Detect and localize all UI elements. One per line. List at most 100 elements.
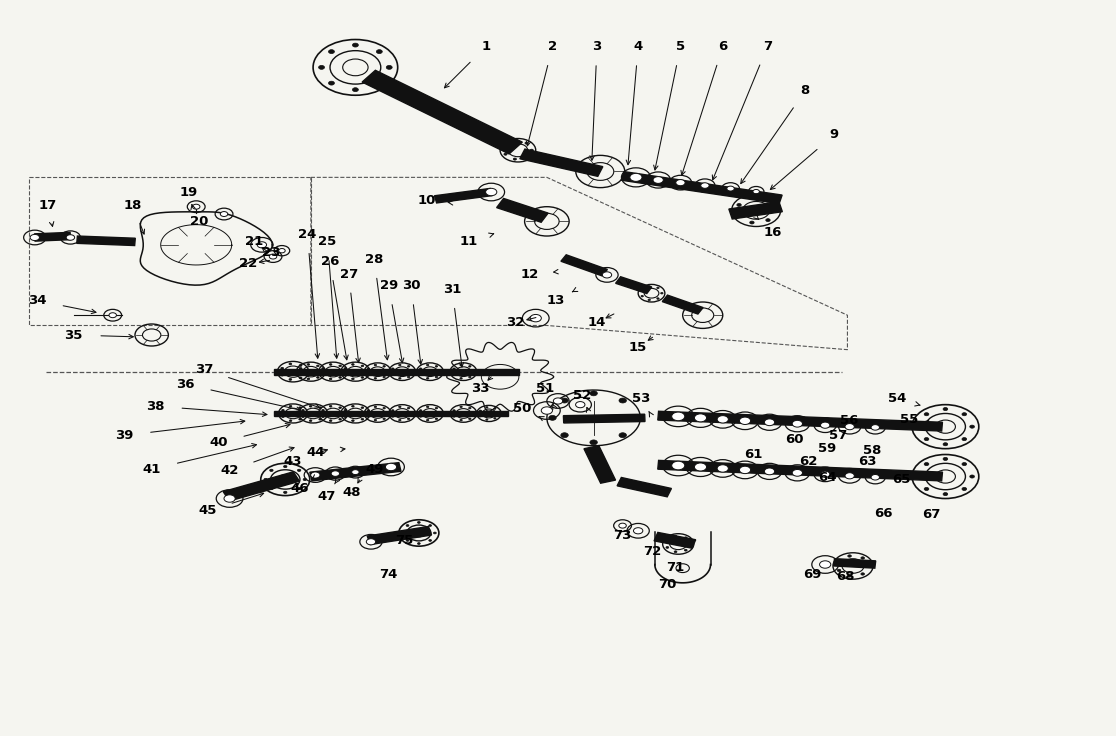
Circle shape [321, 367, 325, 369]
Polygon shape [362, 71, 522, 154]
Circle shape [344, 367, 347, 369]
Circle shape [417, 522, 421, 523]
Circle shape [392, 416, 394, 417]
Text: 64: 64 [818, 472, 837, 484]
Text: 23: 23 [261, 246, 280, 258]
Text: 11: 11 [460, 236, 478, 248]
Circle shape [634, 528, 643, 534]
Circle shape [385, 463, 396, 471]
Circle shape [469, 366, 471, 367]
Circle shape [962, 462, 966, 466]
Text: 9: 9 [829, 128, 838, 141]
Circle shape [460, 364, 462, 366]
Circle shape [525, 142, 528, 144]
Text: 53: 53 [633, 392, 651, 406]
Text: 43: 43 [283, 456, 302, 468]
Circle shape [727, 186, 734, 191]
Circle shape [344, 416, 347, 417]
Circle shape [648, 299, 651, 300]
Circle shape [837, 560, 840, 563]
Circle shape [420, 368, 422, 369]
Circle shape [435, 418, 437, 420]
Circle shape [352, 420, 354, 422]
Circle shape [367, 368, 369, 369]
Text: 45: 45 [199, 504, 217, 517]
Circle shape [387, 413, 389, 414]
Text: 54: 54 [888, 392, 906, 406]
Circle shape [374, 420, 376, 421]
Circle shape [109, 313, 116, 318]
Text: 66: 66 [874, 506, 893, 520]
Circle shape [737, 203, 741, 206]
Text: 57: 57 [829, 429, 848, 442]
Text: 19: 19 [180, 185, 198, 199]
Text: 71: 71 [666, 561, 684, 574]
Circle shape [549, 415, 556, 420]
Circle shape [426, 420, 429, 421]
Circle shape [352, 470, 359, 475]
Circle shape [297, 469, 301, 472]
Circle shape [773, 209, 778, 212]
Circle shape [317, 377, 319, 378]
Polygon shape [77, 236, 135, 246]
Text: 74: 74 [379, 568, 398, 581]
Circle shape [648, 286, 651, 287]
Circle shape [867, 565, 870, 567]
Circle shape [299, 407, 301, 408]
Circle shape [30, 234, 39, 241]
Circle shape [740, 466, 751, 473]
Circle shape [916, 425, 921, 428]
Circle shape [541, 407, 552, 414]
Circle shape [480, 415, 481, 417]
Circle shape [383, 376, 385, 378]
Circle shape [820, 422, 830, 428]
Text: 18: 18 [124, 199, 142, 212]
Text: 31: 31 [443, 283, 461, 296]
Circle shape [220, 211, 228, 216]
Circle shape [323, 413, 326, 414]
Circle shape [792, 470, 802, 476]
Circle shape [329, 420, 331, 422]
Circle shape [387, 371, 389, 372]
Circle shape [376, 81, 383, 85]
Text: 67: 67 [922, 508, 940, 521]
Circle shape [480, 410, 481, 411]
Text: 40: 40 [209, 436, 228, 449]
Circle shape [513, 141, 517, 143]
Text: 26: 26 [320, 255, 339, 268]
Circle shape [718, 416, 729, 423]
Circle shape [837, 569, 840, 572]
Text: 50: 50 [513, 402, 531, 415]
Circle shape [916, 475, 921, 478]
Circle shape [439, 371, 442, 372]
Circle shape [289, 406, 292, 407]
Circle shape [435, 407, 437, 409]
Text: 49: 49 [365, 463, 384, 475]
Circle shape [485, 419, 488, 420]
Circle shape [307, 378, 309, 380]
Circle shape [666, 547, 668, 548]
Circle shape [750, 221, 754, 224]
Circle shape [453, 374, 455, 375]
Circle shape [406, 525, 408, 526]
Circle shape [530, 149, 533, 152]
Circle shape [283, 465, 287, 467]
Text: 10: 10 [417, 194, 436, 208]
Circle shape [367, 416, 369, 417]
Circle shape [433, 532, 436, 534]
Text: 21: 21 [246, 236, 263, 248]
Polygon shape [275, 369, 519, 375]
Circle shape [374, 378, 376, 379]
Text: 29: 29 [379, 280, 398, 292]
Circle shape [407, 366, 410, 367]
Circle shape [672, 412, 685, 421]
Circle shape [689, 543, 692, 545]
Circle shape [426, 406, 429, 408]
Text: 51: 51 [536, 382, 554, 395]
Circle shape [429, 539, 432, 542]
Circle shape [426, 378, 429, 379]
Text: 42: 42 [221, 464, 239, 477]
Circle shape [429, 525, 432, 526]
Text: 35: 35 [65, 328, 83, 342]
Text: 48: 48 [343, 486, 362, 499]
